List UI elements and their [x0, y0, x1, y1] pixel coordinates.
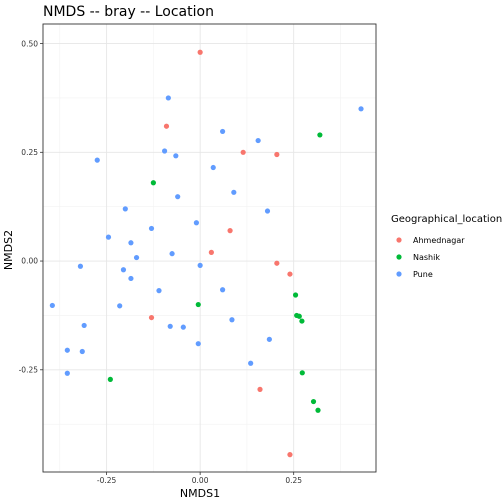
data-point [264, 208, 271, 214]
data-point [315, 407, 321, 413]
legend-key-nashik [396, 254, 402, 260]
series-pune [49, 95, 364, 376]
data-point [310, 398, 317, 405]
legend-label-nashik: Nashik [413, 253, 440, 262]
data-point [255, 137, 261, 144]
data-point [195, 341, 201, 347]
data-point [231, 189, 237, 195]
data-point [292, 292, 299, 298]
data-point [195, 301, 201, 308]
data-point [296, 313, 302, 319]
data-point [180, 324, 186, 330]
data-point [148, 225, 155, 232]
y-tick-label: -0.25 [19, 365, 39, 374]
legend-label-ahmednagar: Ahmednagar [413, 236, 465, 245]
data-point [81, 322, 87, 329]
data-point [107, 376, 113, 382]
data-point [274, 151, 280, 158]
legend: Geographical_location Ahmednagar Nashik Pu… [391, 214, 502, 279]
data-point [128, 275, 134, 282]
data-point [317, 132, 323, 138]
data-point [94, 157, 100, 163]
panel-border [42, 23, 377, 473]
panel-background [43, 24, 376, 472]
legend-label-pune: Pune [413, 270, 433, 279]
data-point [148, 314, 155, 321]
data-point [122, 206, 128, 212]
data-point [197, 262, 203, 268]
data-point [299, 318, 305, 324]
plot-panel [42, 23, 377, 473]
data-point [150, 180, 156, 186]
data-point [219, 128, 226, 135]
legend-title: Geographical_location [391, 214, 502, 225]
data-point [64, 370, 70, 376]
legend-key-ahmednagar [396, 237, 402, 243]
x-axis-title: NMDS1 [180, 487, 220, 500]
series-nashik [107, 132, 323, 413]
data-point [105, 234, 112, 240]
y-tick-label: 0.00 [21, 257, 38, 266]
x-tick-label: -0.25 [97, 476, 117, 485]
data-point [257, 386, 263, 392]
data-point [248, 360, 254, 366]
data-point [266, 336, 272, 342]
data-point [117, 303, 123, 309]
x-tick-label: 0.25 [285, 476, 302, 485]
data-point [133, 254, 140, 261]
data-point [227, 228, 233, 234]
data-point [175, 194, 181, 200]
y-axis: -0.25 0.00 0.25 0.50 [19, 39, 43, 374]
data-point [274, 260, 280, 266]
legend-key-pune [396, 271, 402, 277]
data-point [287, 271, 293, 277]
data-point [210, 164, 216, 171]
data-point [208, 249, 214, 255]
data-point [163, 123, 170, 129]
data-point [193, 220, 200, 226]
data-point [128, 240, 134, 246]
data-point [167, 323, 173, 329]
data-point [197, 49, 203, 55]
data-point [240, 149, 246, 155]
data-point [156, 288, 162, 294]
y-tick-label: 0.25 [21, 148, 38, 157]
x-axis: -0.25 0.00 0.25 [97, 472, 302, 485]
data-point [64, 347, 70, 353]
chart-title: NMDS -- bray -- Location [43, 4, 214, 20]
data-point [229, 317, 235, 323]
series-ahmednagar [148, 49, 293, 458]
data-point [287, 452, 293, 458]
data-point [79, 348, 85, 355]
data-point [173, 153, 179, 159]
data-point [77, 263, 84, 269]
data-point [120, 267, 127, 273]
data-point [169, 251, 175, 257]
data-point [358, 106, 364, 112]
data-point [219, 287, 226, 293]
data-point [162, 148, 168, 154]
data-point [165, 95, 171, 101]
y-axis-title: NMDS2 [2, 230, 15, 270]
y-tick-label: 0.50 [21, 39, 38, 48]
data-point [49, 302, 55, 309]
data-point [299, 370, 305, 376]
x-tick-label: 0.00 [192, 476, 209, 485]
